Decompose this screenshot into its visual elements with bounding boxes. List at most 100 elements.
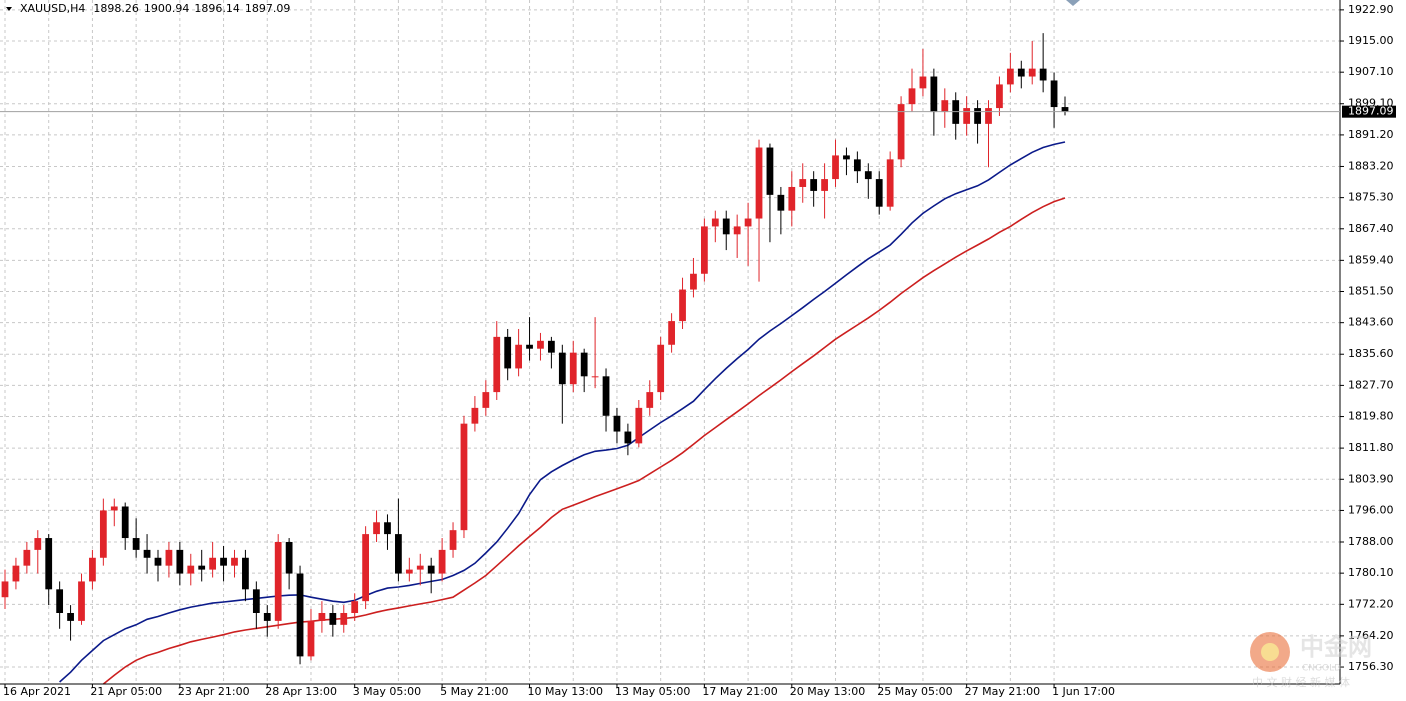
watermark: 中金网 CNGOLD 中 文 财 经 新 媒 体 <box>1250 632 1372 689</box>
candle-body <box>482 392 490 408</box>
candle-body <box>67 612 74 621</box>
x-tick-label: 21 Apr 05:00 <box>90 685 162 698</box>
candle-body <box>679 289 686 322</box>
candle-body <box>1061 107 1069 112</box>
candle-body <box>307 620 315 657</box>
y-tick-label: 1764.20 <box>1348 629 1394 642</box>
candle-body <box>78 581 85 621</box>
candle-body <box>198 565 206 570</box>
candle-body <box>515 344 522 369</box>
y-tick-label: 1835.60 <box>1348 347 1394 360</box>
x-tick-label: 28 Apr 13:00 <box>265 685 337 698</box>
y-tick-label: 1803.90 <box>1348 472 1394 485</box>
candle-body <box>99 510 107 558</box>
candle-body <box>263 612 271 621</box>
candle-body <box>875 179 883 207</box>
candle-body <box>919 76 927 89</box>
y-tick-label: 1875.30 <box>1348 191 1394 204</box>
candle-body <box>1050 80 1058 108</box>
candle-body <box>624 431 632 444</box>
candle-body <box>34 538 42 550</box>
header-open: 1898.26 <box>93 2 139 15</box>
candle-body <box>843 155 850 160</box>
scroll-marker <box>1066 0 1080 6</box>
y-tick-label: 1883.20 <box>1348 159 1394 172</box>
candle-body <box>930 76 938 113</box>
y-tick-label: 1843.60 <box>1348 316 1394 329</box>
candle-body <box>941 100 949 113</box>
candle-body <box>1006 68 1014 85</box>
y-tick-label: 1859.40 <box>1348 253 1394 266</box>
candle-body <box>23 549 31 566</box>
candle-body <box>963 108 971 124</box>
candle-body <box>886 159 894 207</box>
candle-body <box>569 352 577 385</box>
candle-body <box>460 423 468 531</box>
candle-body <box>1017 68 1025 77</box>
candle-body <box>974 108 981 124</box>
moving-averages <box>59 141 1066 685</box>
candle-body <box>668 321 675 345</box>
y-tick-label: 1819.80 <box>1348 410 1394 423</box>
menu-arrow <box>6 7 12 11</box>
candle-body <box>821 179 828 191</box>
logo-brand: CNGOLD <box>1302 664 1341 674</box>
candle-body <box>985 108 992 124</box>
candle-body <box>110 506 118 511</box>
candle-body <box>165 549 173 566</box>
x-tick-label: 13 May 05:00 <box>615 685 690 698</box>
current-price: 1897.09 <box>0 105 1396 118</box>
moving-average-line <box>59 141 1066 683</box>
candle-body <box>613 415 621 432</box>
candle-body <box>56 589 64 613</box>
axes: 1922.901915.001907.101899.101891.201883.… <box>3 3 1394 698</box>
y-tick-label: 1907.10 <box>1348 65 1394 78</box>
x-tick-label: 27 May 21:00 <box>965 685 1040 698</box>
candle-body <box>548 340 555 353</box>
candle-body <box>427 565 435 574</box>
candle-body <box>45 538 53 590</box>
candle-body <box>733 226 741 235</box>
candle-body <box>143 549 151 558</box>
candle-body <box>285 541 293 574</box>
x-tick-label: 25 May 05:00 <box>877 685 952 698</box>
candle-body <box>810 179 818 191</box>
candle-body <box>766 147 774 195</box>
candle-body <box>176 549 184 574</box>
candle-body <box>340 612 348 625</box>
candle-body <box>416 565 424 570</box>
candle-body <box>558 352 566 385</box>
candle-body <box>405 569 413 574</box>
candle-body <box>373 522 380 535</box>
candle-body <box>657 344 665 393</box>
x-tick-label: 16 Apr 2021 <box>3 685 71 698</box>
candle-body <box>187 565 195 574</box>
y-tick-label: 1811.80 <box>1348 441 1394 454</box>
header-high: 1900.94 <box>144 2 190 15</box>
candle-body <box>897 104 905 160</box>
candle-body <box>209 557 217 570</box>
candle-body <box>384 522 391 535</box>
candle-body <box>449 530 457 550</box>
candle-body <box>799 179 807 187</box>
chart-header: XAUUSD,H4 1898.26 1900.94 1896.14 1897.09 <box>20 2 290 15</box>
moving-average-line <box>102 197 1066 685</box>
logo-slogan: 中 文 财 经 新 媒 体 <box>1252 675 1350 689</box>
candle-body <box>252 589 260 613</box>
candle-body <box>89 557 96 582</box>
candle-body <box>242 557 249 590</box>
candle-body <box>722 218 730 235</box>
candle-body <box>362 534 370 602</box>
candles <box>1 33 1069 665</box>
y-tick-label: 1796.00 <box>1348 503 1394 516</box>
candle-body <box>690 273 697 290</box>
candle-body <box>1028 68 1036 77</box>
candle-body <box>1 581 9 598</box>
header-low: 1896.14 <box>194 2 240 15</box>
candle-body <box>700 226 708 274</box>
candle-body <box>329 612 337 625</box>
y-tick-label: 1922.90 <box>1348 3 1394 16</box>
candle-body <box>777 194 785 211</box>
candle-body <box>296 573 304 657</box>
